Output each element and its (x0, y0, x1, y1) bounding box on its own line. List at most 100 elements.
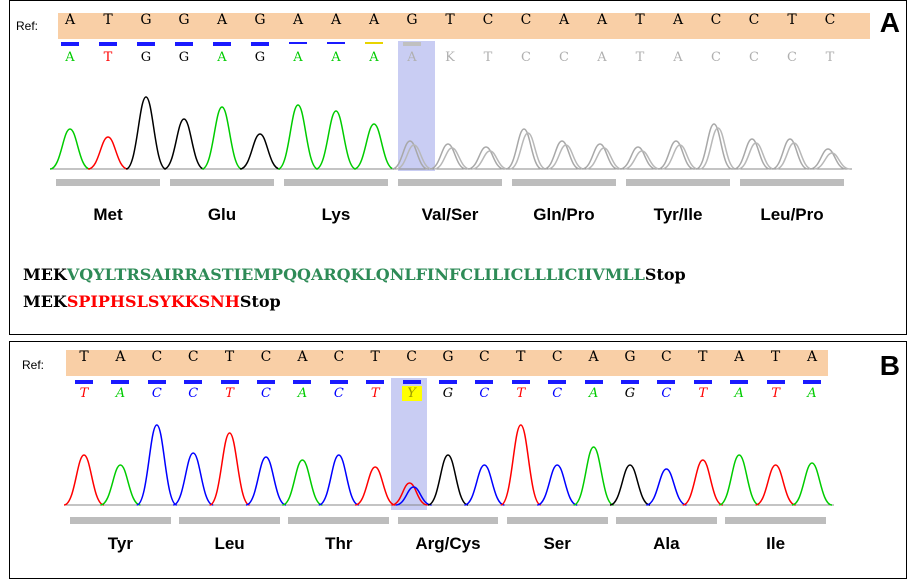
ref-base: A (734, 349, 745, 365)
quality-bar (137, 42, 155, 46)
ref-base: A (368, 12, 380, 28)
called-base: C (552, 386, 563, 401)
quality-bar (403, 42, 421, 46)
quality-bar (584, 380, 603, 384)
amino-acid-label: Lys (321, 205, 351, 224)
ref-base: C (748, 12, 760, 28)
codon-bar (284, 179, 388, 186)
trace-peak-mixed (505, 128, 543, 170)
reference-sequence-bar-b (66, 350, 828, 376)
ref-base: G (624, 349, 636, 365)
ref-base: C (520, 12, 532, 28)
quality-bar (289, 42, 307, 44)
sequence-1-prefix: MEK (23, 265, 67, 284)
called-base: T (698, 386, 708, 401)
trace-peak-mixed (619, 146, 657, 170)
codon-bar (725, 517, 826, 524)
ref-base: T (103, 12, 113, 28)
trace-peak-mixed (543, 140, 581, 170)
amino-acid-label: Tyr (107, 534, 133, 553)
trace-peak-mixed (509, 132, 547, 170)
called-base: T (79, 386, 89, 401)
trace-peak-mixed (623, 150, 661, 170)
called-base: T (225, 386, 234, 401)
codon-bar (70, 517, 171, 524)
ref-base: G (406, 12, 418, 28)
called-base: C (479, 386, 490, 401)
called-base: A (673, 50, 683, 65)
amino-acid-label: Arg/Cys (415, 534, 481, 553)
called-base: C (749, 50, 759, 65)
trace-peak-mixed (771, 138, 809, 170)
trace-peak (163, 118, 205, 170)
ref-base: A (216, 12, 228, 28)
amino-acid-label: Thr (325, 534, 353, 553)
ref-label-a: Ref: (16, 19, 39, 33)
called-base: T (771, 386, 780, 401)
trace-peak (682, 459, 724, 506)
ref-base: G (140, 12, 152, 28)
called-base: G (140, 50, 152, 65)
called-base: T (516, 386, 526, 401)
called-base: A (407, 50, 417, 65)
called-base: C (261, 386, 271, 401)
quality-bar (220, 380, 239, 384)
called-base: T (825, 50, 835, 65)
codon-bar (398, 179, 502, 186)
trace-peak-mixed (699, 127, 737, 170)
codon-bar (397, 517, 499, 524)
protein-sequence-2: MEKSPIPHSLSYKKSNHStop (23, 292, 281, 311)
panel-b-label: B (879, 350, 900, 381)
trace-peak (500, 424, 542, 506)
trace-peak-heterozygous (391, 482, 428, 506)
codon-bar (512, 179, 616, 186)
ref-base: C (260, 349, 272, 365)
called-base: T (103, 50, 113, 65)
quality-bar (175, 42, 193, 46)
quality-bar (693, 380, 712, 384)
quality-bar (251, 42, 269, 46)
called-base: A (369, 50, 379, 65)
amino-acid-label: Ala (653, 534, 680, 553)
trace-peak (277, 104, 319, 170)
ref-base: C (333, 349, 345, 365)
ref-base: A (64, 12, 76, 28)
trace-peak (315, 110, 357, 170)
called-base: A (297, 386, 308, 401)
ref-base: A (558, 12, 570, 28)
quality-bar (366, 380, 385, 384)
sequence-1-suffix: Stop (644, 265, 686, 284)
trace-peak (87, 136, 129, 170)
ref-base: T (79, 349, 89, 365)
ref-base: T (224, 349, 235, 365)
quality-bar (439, 380, 457, 384)
amino-acid-label: Val/Ser (421, 205, 479, 224)
codon-bar (288, 517, 390, 524)
ref-base: A (588, 349, 599, 365)
trace-peak (201, 106, 243, 170)
quality-bar (61, 42, 79, 46)
ref-base: C (482, 12, 494, 28)
quality-bar (329, 380, 348, 384)
quality-bar (327, 42, 345, 44)
called-base: C (559, 50, 569, 65)
trace-peak (125, 96, 167, 170)
trace-peak-mixed (433, 147, 471, 170)
amino-acid-label: Leu (214, 534, 245, 553)
trace-peak (536, 464, 578, 506)
quality-bar (75, 380, 93, 384)
called-base: C (521, 50, 531, 65)
trace-peak (609, 464, 651, 506)
trace-peak (353, 123, 395, 170)
trace-peak (427, 454, 469, 506)
ref-label-b: Ref: (22, 358, 45, 372)
called-base: A (331, 50, 341, 65)
trace-peak (172, 452, 214, 506)
ref-base: C (187, 349, 199, 365)
sequence-2-mutant: SPIPHSLSYKKSNH (66, 292, 240, 311)
called-base: K (445, 50, 455, 65)
codon-bar (170, 179, 274, 186)
ref-base: C (406, 349, 417, 365)
trace-peak-mixed (581, 143, 619, 170)
called-base: C (151, 386, 162, 401)
